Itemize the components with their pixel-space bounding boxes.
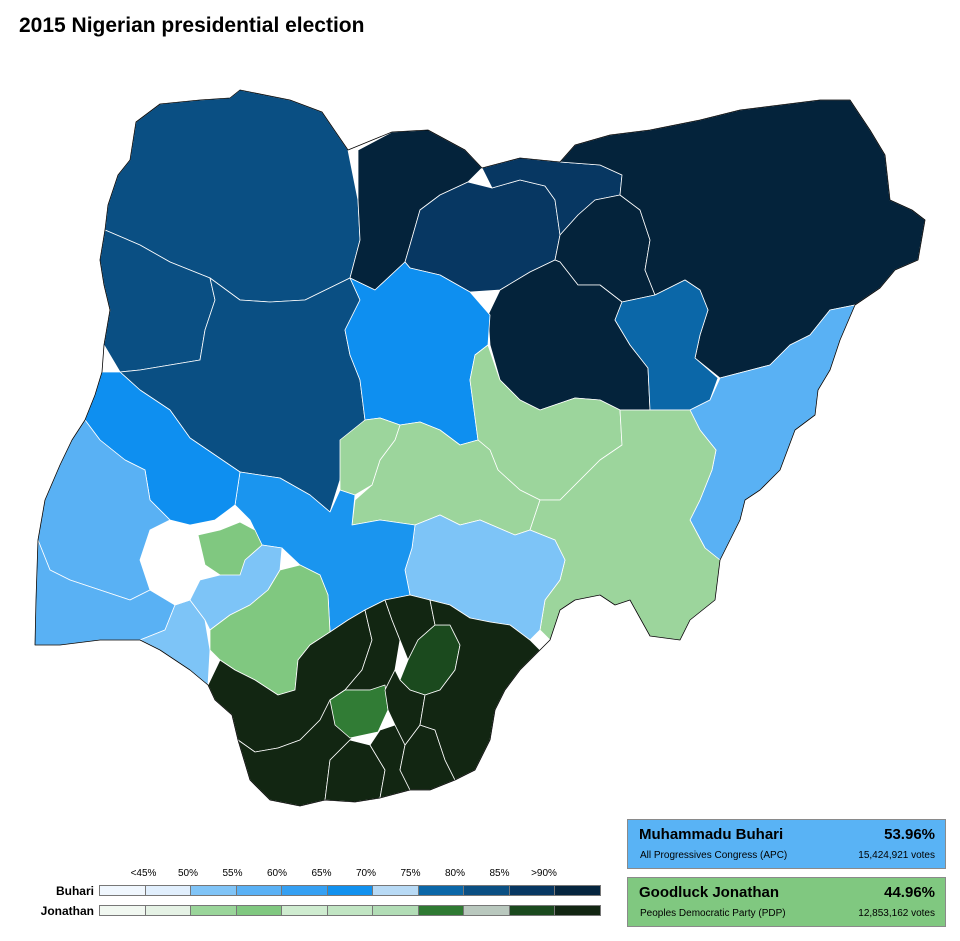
candidate-party: Peoples Democratic Party (PDP): [640, 908, 786, 919]
legend-swatch: [145, 905, 191, 916]
legend-swatch: [191, 905, 237, 916]
state-gombe[interactable]: [614, 279, 719, 411]
candidate-name: Goodluck Jonathan: [639, 884, 780, 901]
candidate-card-buhari: Muhammadu Buhari 53.96% All Progressives…: [627, 819, 946, 869]
candidate-party: All Progressives Congress (APC): [640, 850, 788, 861]
legend-swatch: [464, 905, 510, 916]
legend-row-label-jonathan: Jonathan: [40, 904, 94, 918]
legend-tick: 80%: [444, 868, 466, 879]
legend-tick: 55%: [222, 868, 243, 879]
legend-swatch: [99, 885, 146, 896]
legend-swatch: [236, 885, 282, 896]
candidate-votes: 12,853,162 votes: [858, 908, 935, 919]
legend-swatches-jonathan: [99, 905, 601, 916]
legend-swatch: [418, 885, 464, 896]
candidate-percent: 53.96%: [884, 826, 935, 843]
candidate-percent: 44.96%: [884, 884, 935, 901]
nigeria-map: [34, 89, 926, 807]
legend-swatch: [145, 885, 191, 896]
legend-tick: 85%: [489, 868, 510, 879]
legend-swatch: [327, 905, 373, 916]
legend-swatch: [418, 905, 464, 916]
legend-swatch: [509, 885, 555, 896]
state-osun[interactable]: [197, 521, 263, 576]
legend-tick: 70%: [355, 868, 377, 879]
legend-swatch: [373, 885, 419, 896]
legend-swatch: [555, 885, 601, 896]
map-title: 2015 Nigerian presidential election: [19, 14, 365, 37]
legend-swatch: [282, 905, 328, 916]
legend-swatch: [327, 885, 373, 896]
legend-tick: 60%: [266, 868, 288, 879]
legend-row-label-buhari: Buhari: [55, 884, 94, 898]
legend-tick: 65%: [311, 868, 332, 879]
legend-tick: >90%: [531, 868, 557, 879]
legend-swatch: [282, 885, 328, 896]
legend-swatch: [464, 885, 510, 896]
legend-swatch: [236, 905, 282, 916]
legend-swatch: [555, 905, 601, 916]
legend-swatch: [373, 905, 419, 916]
candidate-votes: 15,424,921 votes: [858, 850, 935, 861]
candidate-name: Muhammadu Buhari: [639, 826, 784, 843]
legend-swatches-buhari: [99, 885, 601, 896]
legend-swatch: [99, 905, 146, 916]
legend: <45% 50% 55% 60% 65% 70% 75% 80% 85% >90% Buhari …: [0, 868, 601, 928]
legend-swatch: [191, 885, 237, 896]
legend-tick: 75%: [400, 868, 421, 879]
legend-tick: <45%: [130, 868, 157, 879]
candidate-card-jonathan: Goodluck Jonathan 44.96% Peoples Democra…: [627, 877, 946, 927]
legend-swatch: [509, 905, 555, 916]
legend-tick: 50%: [177, 868, 199, 879]
